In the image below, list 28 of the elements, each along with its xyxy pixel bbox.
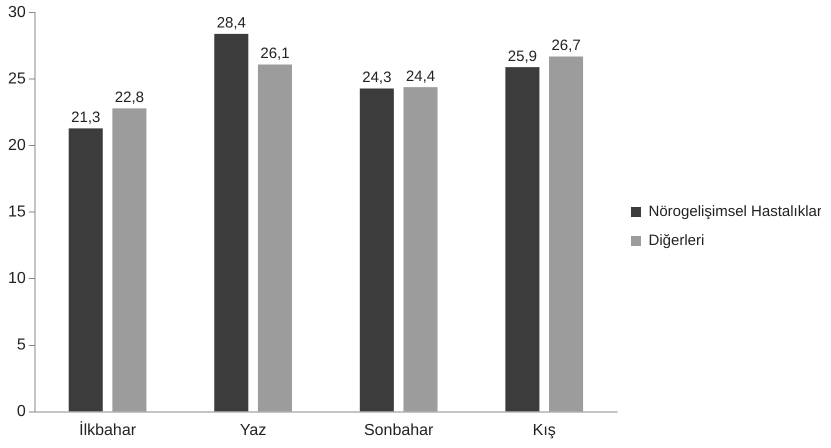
x-tick-label: Yaz [240,422,266,439]
bar [505,67,540,412]
x-tick-label: İlkbahar [79,420,137,439]
x-tick-label: Kış [532,422,556,439]
data-label: 21,3 [71,109,100,126]
y-tick-label: 30 [8,4,26,22]
y-tick-label: 20 [8,137,26,154]
bar [403,87,438,412]
legend-label: Diğerleri [648,232,704,250]
data-label: 22,8 [114,89,144,106]
y-tick-label: 15 [8,204,26,221]
y-tick-label: 25 [8,70,26,88]
bar [258,64,292,412]
bar [360,88,394,412]
y-tick-label: 5 [16,336,26,354]
data-label: 24,4 [406,68,436,85]
y-tick-label: 0 [16,403,26,420]
bar [112,108,146,412]
bar [214,34,248,412]
bar [549,56,584,412]
y-tick-label: 10 [8,270,26,288]
data-label: 26,7 [551,37,581,54]
data-label: 25,9 [508,48,537,65]
x-tick-label: Sonbahar [364,422,434,439]
data-label: 24,3 [362,69,392,86]
bar [68,128,103,412]
data-label: 26,1 [260,45,290,62]
data-label: 28,4 [216,14,246,32]
